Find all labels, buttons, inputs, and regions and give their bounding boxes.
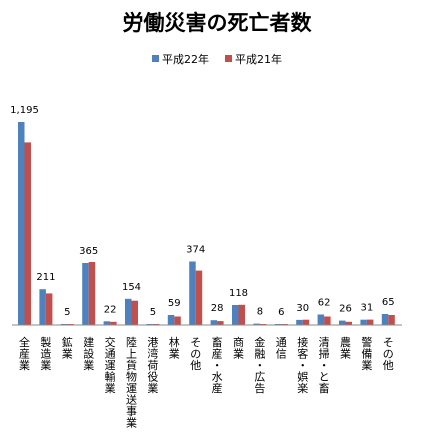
category-label-17: その他	[383, 336, 394, 372]
bar-h21-5	[131, 300, 138, 325]
legend: 平成22年 平成21年	[152, 52, 282, 66]
bar-h21-7	[174, 316, 181, 325]
value-label-1: 211	[36, 272, 55, 283]
bar-h22-1	[39, 289, 46, 325]
category-label-14: 清掃・と畜	[319, 336, 330, 395]
category-label-3: 建設業	[83, 335, 94, 372]
value-label-4: 22	[104, 304, 117, 315]
bar-h22-7	[167, 315, 175, 325]
bar-h22-8	[189, 261, 196, 325]
bar-h21-14	[324, 316, 331, 325]
legend-swatch-2010	[152, 55, 159, 62]
bar-h22-15	[339, 320, 346, 325]
bar-h22-3	[82, 263, 89, 325]
category-label-5: 陸上貨物運送事業	[126, 336, 137, 430]
bar-h21-16	[366, 319, 374, 325]
bar-h21-3	[88, 262, 96, 325]
value-label-8: 374	[186, 245, 205, 256]
category-label-6: 港湾荷役業	[147, 336, 158, 395]
bar-h21-0	[24, 142, 31, 325]
value-label-11: 8	[257, 307, 263, 318]
bars	[18, 122, 395, 325]
bar-h21-8	[195, 270, 203, 325]
category-label-15: 農業	[340, 335, 351, 361]
bar-h21-4	[110, 321, 117, 325]
value-label-12: 6	[278, 307, 284, 318]
value-label-2: 5	[64, 307, 70, 318]
value-labels: 1,195 211 5 365 22 154 5 59 374 28 118 8 6 30 62 26 31 65	[10, 105, 394, 318]
category-label-13: 接客・娯楽	[297, 336, 308, 395]
value-label-14: 62	[318, 298, 331, 309]
bar-h22-10	[232, 305, 239, 325]
value-label-16: 31	[361, 303, 374, 314]
category-label-12: 通信	[276, 336, 287, 361]
category-label-1: 製造業	[40, 335, 51, 372]
value-label-3: 365	[79, 246, 98, 257]
bar-h22-4	[103, 321, 111, 325]
bar-h21-17	[388, 315, 395, 325]
legend-label-2009: 平成21年	[235, 52, 282, 66]
category-label-2: 鉱業	[62, 335, 73, 361]
value-label-13: 30	[296, 303, 309, 314]
category-label-4: 交通運輸業	[105, 335, 116, 395]
category-label-11: 金融・広告	[254, 335, 265, 395]
legend-label-2010: 平成22年	[162, 52, 209, 66]
value-label-7: 59	[168, 298, 181, 309]
chart-title: 労働災害の死亡者数	[123, 11, 313, 35]
bar-h22-0	[18, 122, 25, 325]
value-label-6: 5	[150, 307, 156, 318]
bar-h21-1	[45, 293, 53, 325]
bar-h21-9	[217, 321, 224, 325]
bar-h22-9	[210, 320, 218, 325]
bar-h21-10	[238, 304, 245, 325]
category-label-16: 警備業	[361, 335, 372, 372]
bar-h22-14	[317, 314, 325, 325]
category-label-8: その他	[190, 336, 201, 372]
value-label-9: 28	[211, 303, 224, 314]
bar-h21-15	[345, 321, 352, 325]
category-label-10: 商業	[233, 335, 244, 361]
bar-h22-13	[296, 319, 303, 325]
bar-h22-16	[360, 319, 367, 325]
value-label-5: 154	[122, 282, 141, 293]
category-labels: 全産業製造業鉱業建設業交通運輸業陸上貨物運送事業港湾荷役業林業その他畜産・水産商…	[19, 335, 394, 430]
value-label-0: 1,195	[10, 105, 39, 116]
bar-h22-17	[381, 314, 389, 325]
category-label-0: 全産業	[19, 335, 30, 372]
bar-h22-11	[253, 323, 260, 325]
bar-h22-5	[125, 298, 132, 325]
value-label-15: 26	[339, 304, 352, 315]
category-label-9: 畜産・水産	[212, 335, 223, 395]
bar-h21-13	[302, 319, 310, 325]
category-label-7: 林業	[169, 335, 180, 361]
value-label-17: 65	[382, 297, 395, 308]
legend-swatch-2009	[225, 55, 232, 62]
value-label-10: 118	[229, 288, 248, 299]
